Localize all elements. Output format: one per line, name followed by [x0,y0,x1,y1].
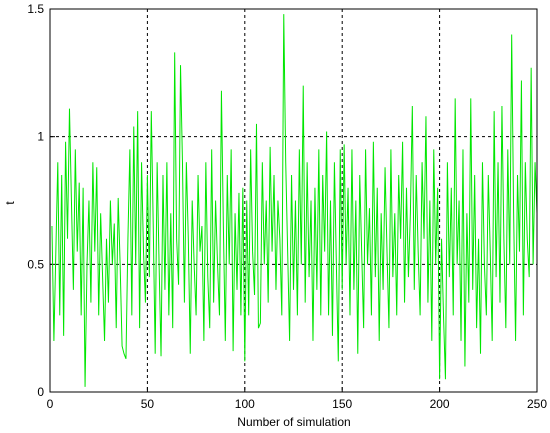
y-tick-label: 1.5 [27,2,44,16]
x-tick-label: 0 [47,397,54,411]
x-tick-label: 250 [527,397,547,411]
data-line [51,14,538,387]
x-tick-label: 200 [430,397,450,411]
x-tick-label: 100 [235,397,255,411]
y-axis-label: t [3,201,17,205]
x-tick-label: 50 [141,397,155,411]
plot-area [50,9,537,392]
x-axis-label: Number of simulation [237,415,350,429]
x-tick-label: 150 [332,397,352,411]
plot-frame [49,8,538,393]
y-tick-label: 0.5 [27,257,44,271]
y-tick-label: 1 [37,130,44,144]
y-tick-label: 0 [37,385,44,399]
